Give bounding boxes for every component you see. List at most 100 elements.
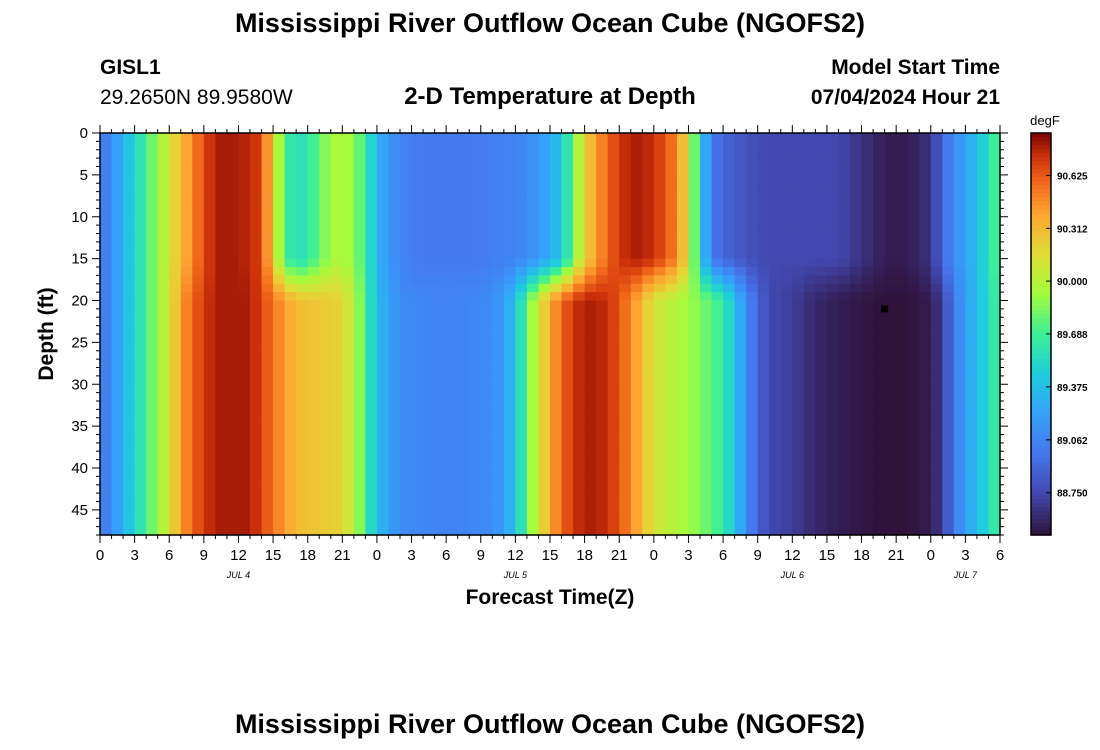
heatmap-cell [411, 317, 424, 327]
heatmap-cell [723, 401, 736, 410]
heatmap-cell [330, 401, 343, 410]
heatmap-cell [192, 275, 205, 285]
heatmap-cell [850, 317, 863, 327]
heatmap-cell [942, 216, 955, 226]
heatmap-cell [169, 451, 182, 461]
heatmap-cell [446, 292, 459, 302]
heatmap-cell [411, 250, 424, 260]
heatmap-cell [769, 359, 782, 369]
heatmap-cell [688, 241, 701, 251]
heatmap-cell [492, 233, 505, 243]
heatmap-cell [734, 359, 747, 369]
heatmap-cell [607, 518, 620, 528]
heatmap-cell [146, 141, 159, 151]
heatmap-cell [653, 141, 666, 151]
heatmap-cell [700, 325, 713, 335]
heatmap-cell [596, 417, 609, 427]
heatmap-cell [573, 384, 586, 394]
heatmap-cell [515, 258, 528, 268]
heatmap-cell [688, 300, 701, 310]
heatmap-cell [930, 367, 943, 377]
heatmap-cell [815, 241, 828, 251]
heatmap-cell [411, 216, 424, 226]
heatmap-cell [873, 241, 886, 251]
colorbar-step [1031, 193, 1051, 198]
heatmap-cell [630, 451, 643, 461]
heatmap-cell [734, 484, 747, 494]
heatmap-cell [319, 325, 332, 335]
heatmap-cell [584, 401, 597, 410]
heatmap-cell [930, 292, 943, 302]
heatmap-cell [411, 334, 424, 343]
heatmap-cell [273, 225, 286, 235]
heatmap-cell [342, 183, 355, 193]
heatmap-cell [838, 359, 851, 369]
heatmap-cell [411, 459, 424, 469]
heatmap-cell [261, 133, 274, 142]
heatmap-cell [780, 493, 793, 503]
heatmap-cell [642, 509, 655, 519]
heatmap-cell [423, 334, 436, 343]
heatmap-cell [607, 434, 620, 444]
heatmap-cell [688, 250, 701, 260]
heatmap-cell [653, 166, 666, 176]
heatmap-cell [861, 174, 874, 184]
heatmap-cell [850, 308, 863, 318]
heatmap-cell [238, 334, 251, 343]
heatmap-cell [723, 350, 736, 360]
heatmap-cell [734, 141, 747, 151]
heatmap-cell [538, 250, 551, 260]
heatmap-cell [284, 191, 297, 201]
heatmap-cell [100, 401, 113, 410]
heatmap-cell [965, 493, 978, 503]
heatmap-cell [596, 216, 609, 226]
heatmap-cell [930, 334, 943, 343]
heatmap-cell [907, 166, 920, 176]
heatmap-cell [976, 133, 990, 142]
heatmap-cell [850, 250, 863, 260]
heatmap-cell [792, 200, 805, 209]
heatmap-cell [723, 518, 736, 528]
heatmap-cell [261, 225, 274, 235]
heatmap-cell [919, 359, 932, 369]
heatmap-cell [203, 350, 216, 360]
heatmap-cell [792, 158, 805, 168]
heatmap-cell [561, 158, 574, 168]
heatmap-cell [792, 509, 805, 519]
heatmap-cell [307, 241, 320, 251]
heatmap-cell [757, 342, 770, 352]
heatmap-cell [146, 509, 159, 519]
colorbar-step [1031, 430, 1051, 436]
heatmap-cell [630, 501, 643, 511]
heatmap-cell [457, 442, 470, 452]
heatmap-cell [226, 468, 240, 477]
heatmap-cell [423, 317, 436, 327]
heatmap-cell [353, 292, 366, 302]
heatmap-cell [642, 308, 655, 318]
y-tick-label: 30 [71, 376, 88, 393]
heatmap-cell [457, 451, 470, 461]
heatmap-cell [653, 417, 666, 427]
heatmap-cell [734, 191, 747, 201]
heatmap-cell [942, 149, 955, 159]
heatmap-cell [953, 325, 966, 335]
heatmap-cell [746, 292, 759, 302]
heatmap-cell [746, 501, 759, 511]
heatmap-cell [238, 250, 251, 260]
heatmap-cell [676, 493, 690, 503]
heatmap-cell [607, 216, 620, 226]
heatmap-cell [884, 258, 897, 268]
heatmap-cell [688, 459, 701, 469]
heatmap-cell [942, 501, 955, 511]
heatmap-cell [250, 375, 263, 385]
heatmap-cell [457, 367, 470, 377]
heatmap-cell [573, 300, 586, 310]
heatmap-cell [861, 468, 874, 477]
heatmap-cell [965, 501, 978, 511]
heatmap-cell [342, 133, 355, 142]
heatmap-cell [134, 133, 147, 142]
heatmap-cell [942, 158, 955, 168]
heatmap-cell [480, 359, 493, 369]
heatmap-cell [573, 459, 586, 469]
heatmap-cell [492, 476, 505, 486]
